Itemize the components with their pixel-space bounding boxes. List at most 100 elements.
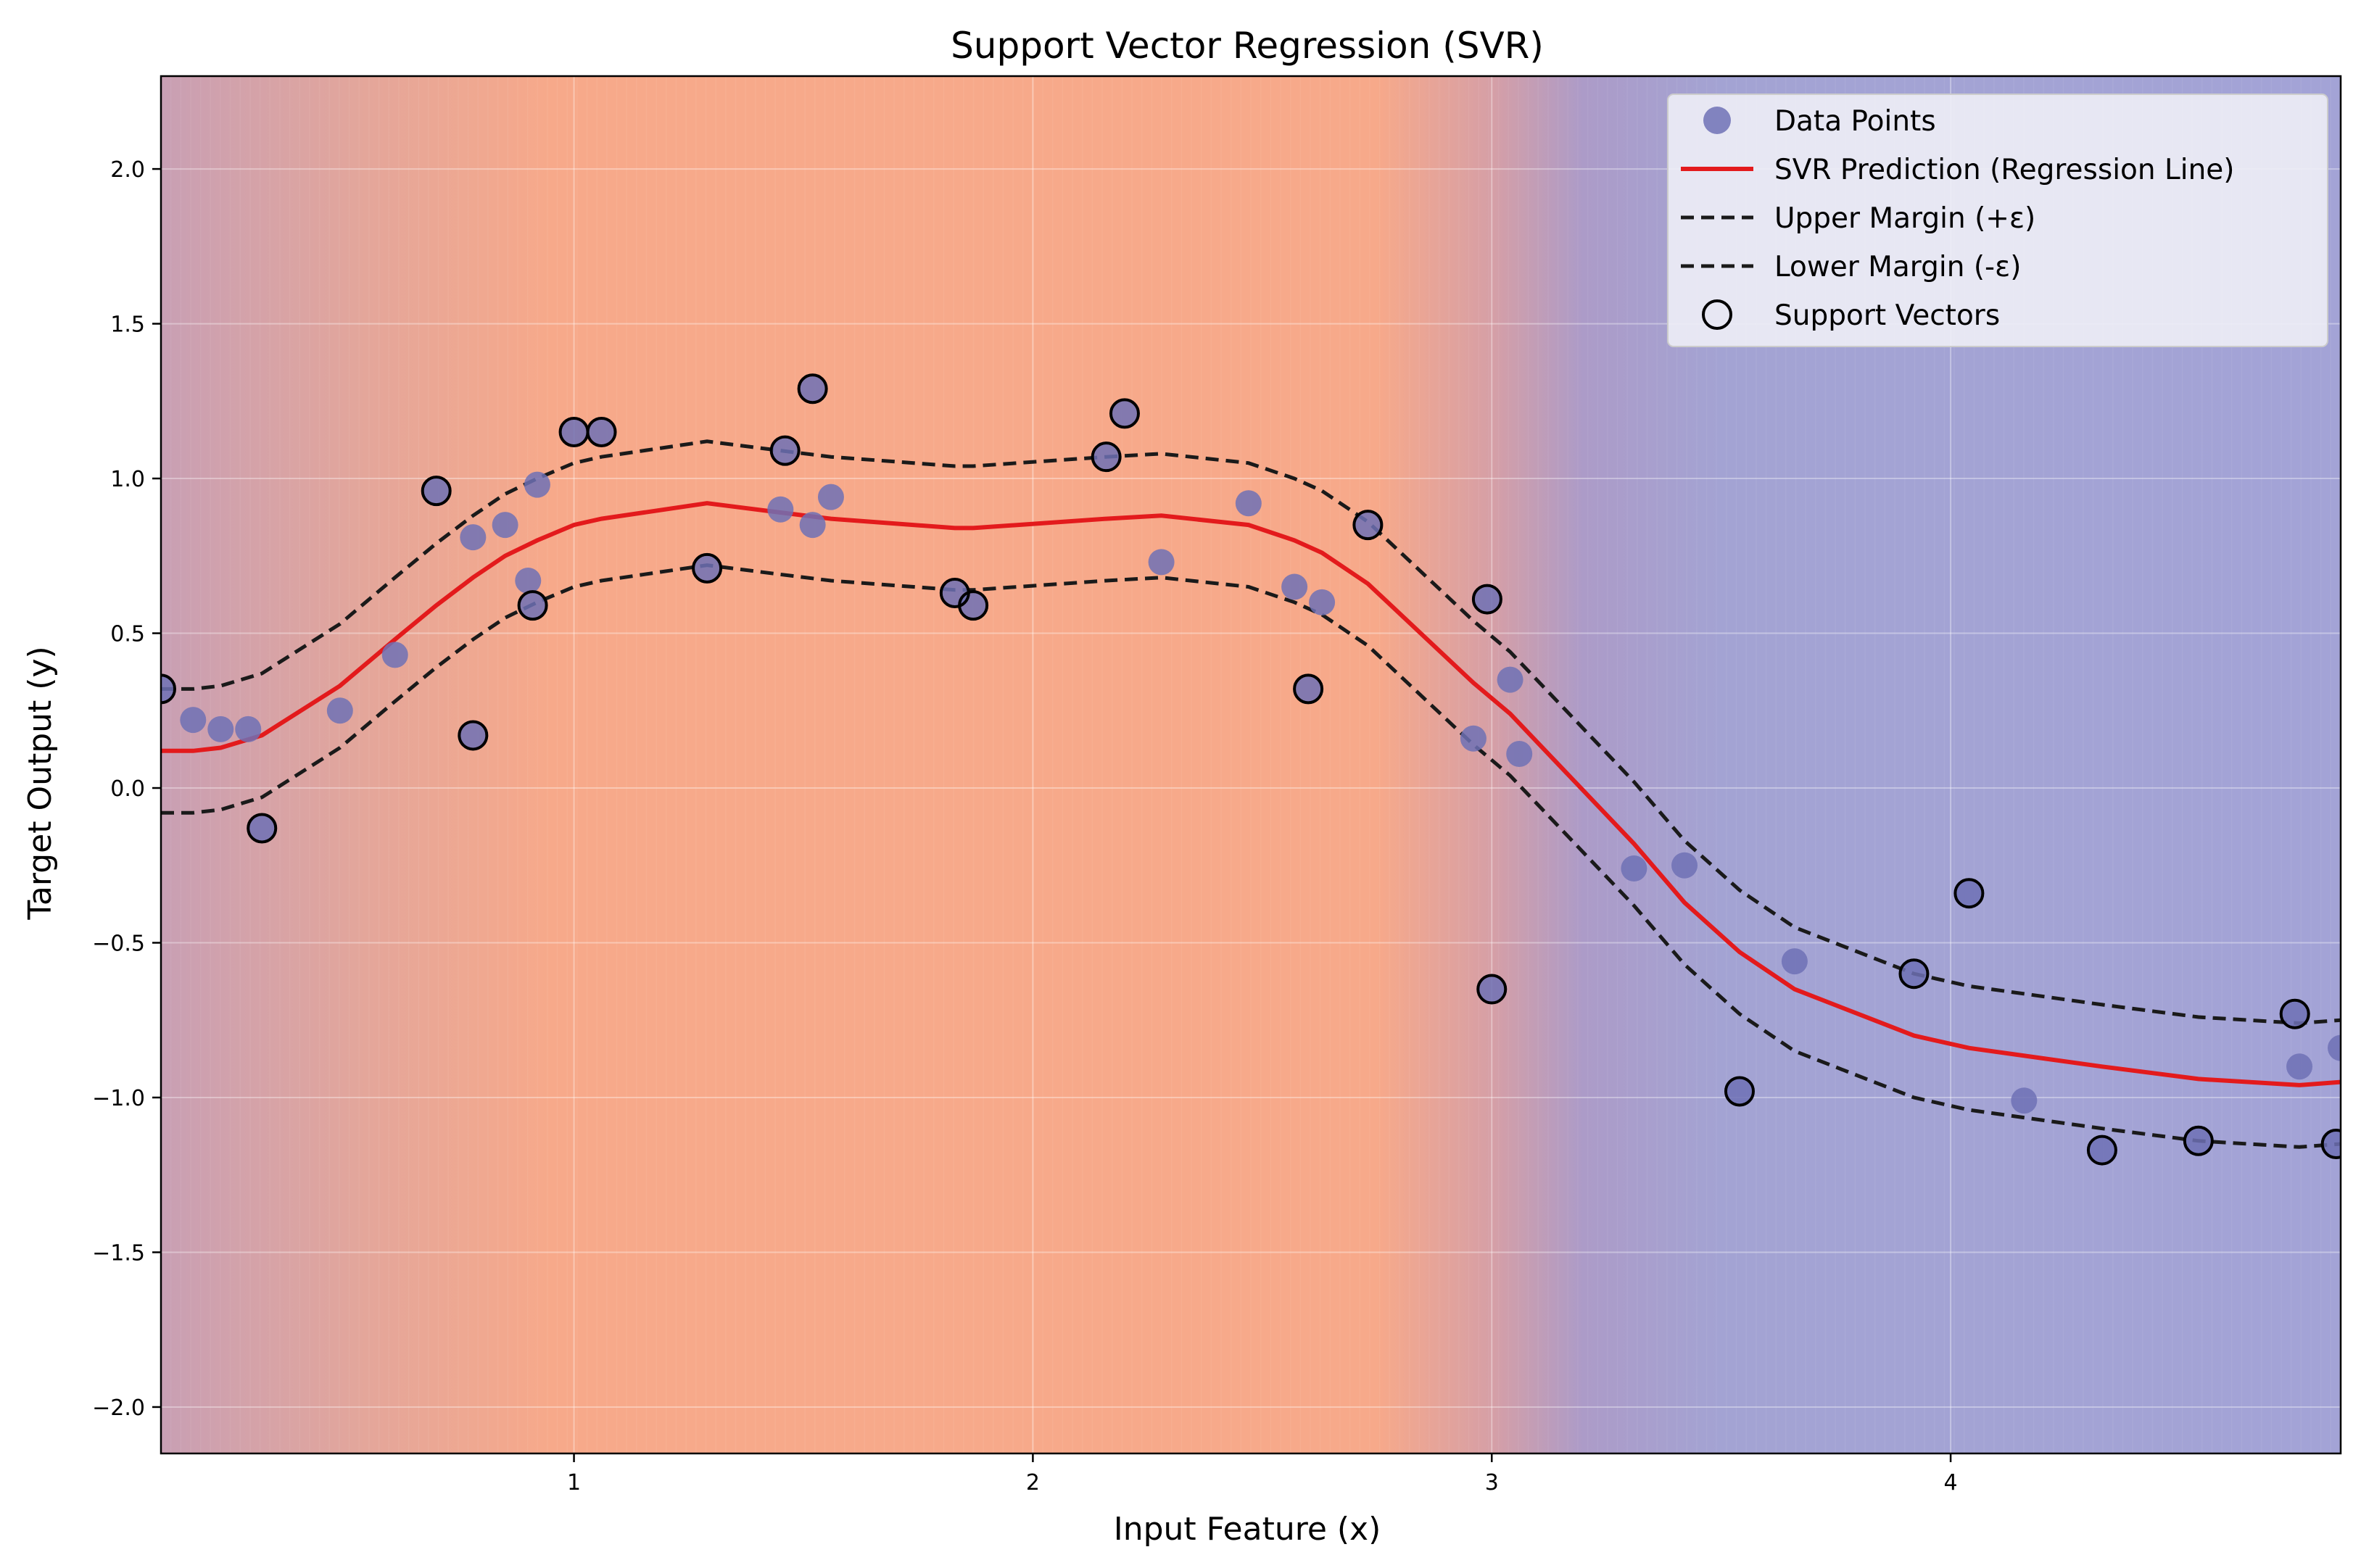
support-vector <box>1352 510 1384 541</box>
lower-margin-line <box>161 563 2341 1149</box>
support-vector <box>1293 673 1324 705</box>
legend-label-data-points: Data Points <box>1774 105 1936 138</box>
support-vector <box>2086 1134 2117 1166</box>
legend-marker-data-points <box>1703 107 1731 134</box>
data-point <box>588 419 615 446</box>
legend-box <box>1667 94 2328 347</box>
y-tick-label: 1.5 <box>110 312 145 338</box>
data-point <box>207 715 234 742</box>
legend-marker-support-vectors <box>1702 299 1732 330</box>
data-point <box>2185 1127 2212 1154</box>
legend-label-upper-margin: Upper Margin (+ε) <box>1774 202 2035 235</box>
support-vector <box>2183 1125 2214 1156</box>
data-point <box>1671 852 1698 879</box>
x-tick-label: 3 <box>1485 1470 1499 1496</box>
data-point <box>1309 589 1336 615</box>
y-tick-label: 1.0 <box>110 467 145 492</box>
data-point <box>460 524 487 551</box>
data-point <box>1956 880 1982 907</box>
data-point <box>1506 741 1533 768</box>
data-point <box>326 697 353 724</box>
data-point <box>524 471 550 498</box>
y-tick-label: −1.0 <box>92 1086 145 1111</box>
support-vector <box>161 673 176 705</box>
data-point <box>515 567 542 594</box>
data-point <box>2088 1137 2115 1163</box>
support-vector <box>1724 1076 1755 1107</box>
grid-lines <box>161 76 2341 1453</box>
data-point <box>381 642 408 668</box>
data-point <box>1460 725 1487 752</box>
data-point <box>180 707 207 734</box>
data-point <box>767 496 794 523</box>
data-point <box>817 484 844 510</box>
svr-prediction-line <box>161 501 2341 1087</box>
legend-label-support-vectors: Support Vectors <box>1774 299 2000 332</box>
support-vector <box>769 435 801 466</box>
data-point <box>1781 948 1808 975</box>
support-vector <box>1091 441 1122 473</box>
support-vector <box>2320 1129 2341 1160</box>
legend-entry-svr-prediction: SVR Prediction (Regression Line) <box>1681 154 2235 186</box>
series-layer <box>161 373 2341 1166</box>
x-tick-label: 2 <box>1026 1470 1040 1496</box>
data-point <box>519 592 546 619</box>
y-axis-ticks: 2.0 1.5 1.0 0.5 0.0 −0.5 −1.0 −1.5 −2.0 <box>92 157 161 1421</box>
y-tick-label: 0.5 <box>110 622 145 647</box>
y-axis-title: Target Output (y) <box>22 646 59 920</box>
x-axis-ticks: 1 2 3 4 <box>567 1453 1958 1496</box>
data-point <box>161 676 174 702</box>
data-point <box>235 715 262 742</box>
support-vector <box>2279 998 2310 1029</box>
x-tick-label: 1 <box>567 1470 581 1496</box>
data-point <box>1479 976 1505 1003</box>
support-vector <box>421 476 452 507</box>
support-vector <box>1109 398 1140 429</box>
data-point <box>1726 1078 1753 1105</box>
data-point <box>1148 549 1175 576</box>
legend-label-svr-prediction: SVR Prediction (Regression Line) <box>1774 154 2235 186</box>
data-point <box>772 437 798 464</box>
y-tick-label: 2.0 <box>110 157 145 183</box>
y-tick-label: −0.5 <box>92 932 145 957</box>
legend-entry-data-points: Data Points <box>1703 105 1936 138</box>
data-point <box>1093 444 1120 470</box>
data-point <box>249 815 276 842</box>
data-point <box>2328 1034 2341 1061</box>
data-point <box>1295 676 1322 702</box>
legend-label-lower-margin: Lower Margin (-ε) <box>1774 251 2021 283</box>
legend-entry-lower-margin: Lower Margin (-ε) <box>1681 251 2021 283</box>
data-point <box>1111 400 1138 427</box>
support-vector <box>458 720 489 751</box>
support-vector <box>247 813 278 844</box>
y-tick-label: −2.0 <box>92 1395 145 1421</box>
y-tick-label: −1.5 <box>92 1240 145 1266</box>
data-point <box>460 722 487 749</box>
data-point <box>2323 1131 2341 1158</box>
support-vector <box>1953 878 1985 909</box>
support-vector <box>517 590 548 621</box>
support-vector <box>1471 584 1502 615</box>
support-vector <box>1476 974 1508 1005</box>
data-point <box>1901 961 1927 987</box>
data-point <box>1621 855 1647 882</box>
legend-entry-support-vectors: Support Vectors <box>1702 299 2000 332</box>
data-point <box>799 512 826 539</box>
data-point <box>492 512 518 539</box>
support-vectors <box>161 373 2341 1166</box>
chart-title: Support Vector Regression (SVR) <box>951 25 1544 67</box>
y-tick-label: 0.0 <box>110 776 145 802</box>
support-vector <box>1898 958 1930 990</box>
legend-entry-upper-margin: Upper Margin (+ε) <box>1681 202 2035 235</box>
data-point <box>1497 666 1523 693</box>
x-axis-title: Input Feature (x) <box>1114 1511 1381 1548</box>
plot-frame <box>160 75 2342 1455</box>
data-point <box>2286 1053 2313 1080</box>
data-point <box>561 419 587 446</box>
support-vector <box>958 590 989 621</box>
data-point <box>2011 1087 2038 1114</box>
data-point <box>1235 490 1262 517</box>
data-point <box>2281 1000 2308 1027</box>
legend: Data Points SVR Prediction (Regression L… <box>1667 94 2328 347</box>
